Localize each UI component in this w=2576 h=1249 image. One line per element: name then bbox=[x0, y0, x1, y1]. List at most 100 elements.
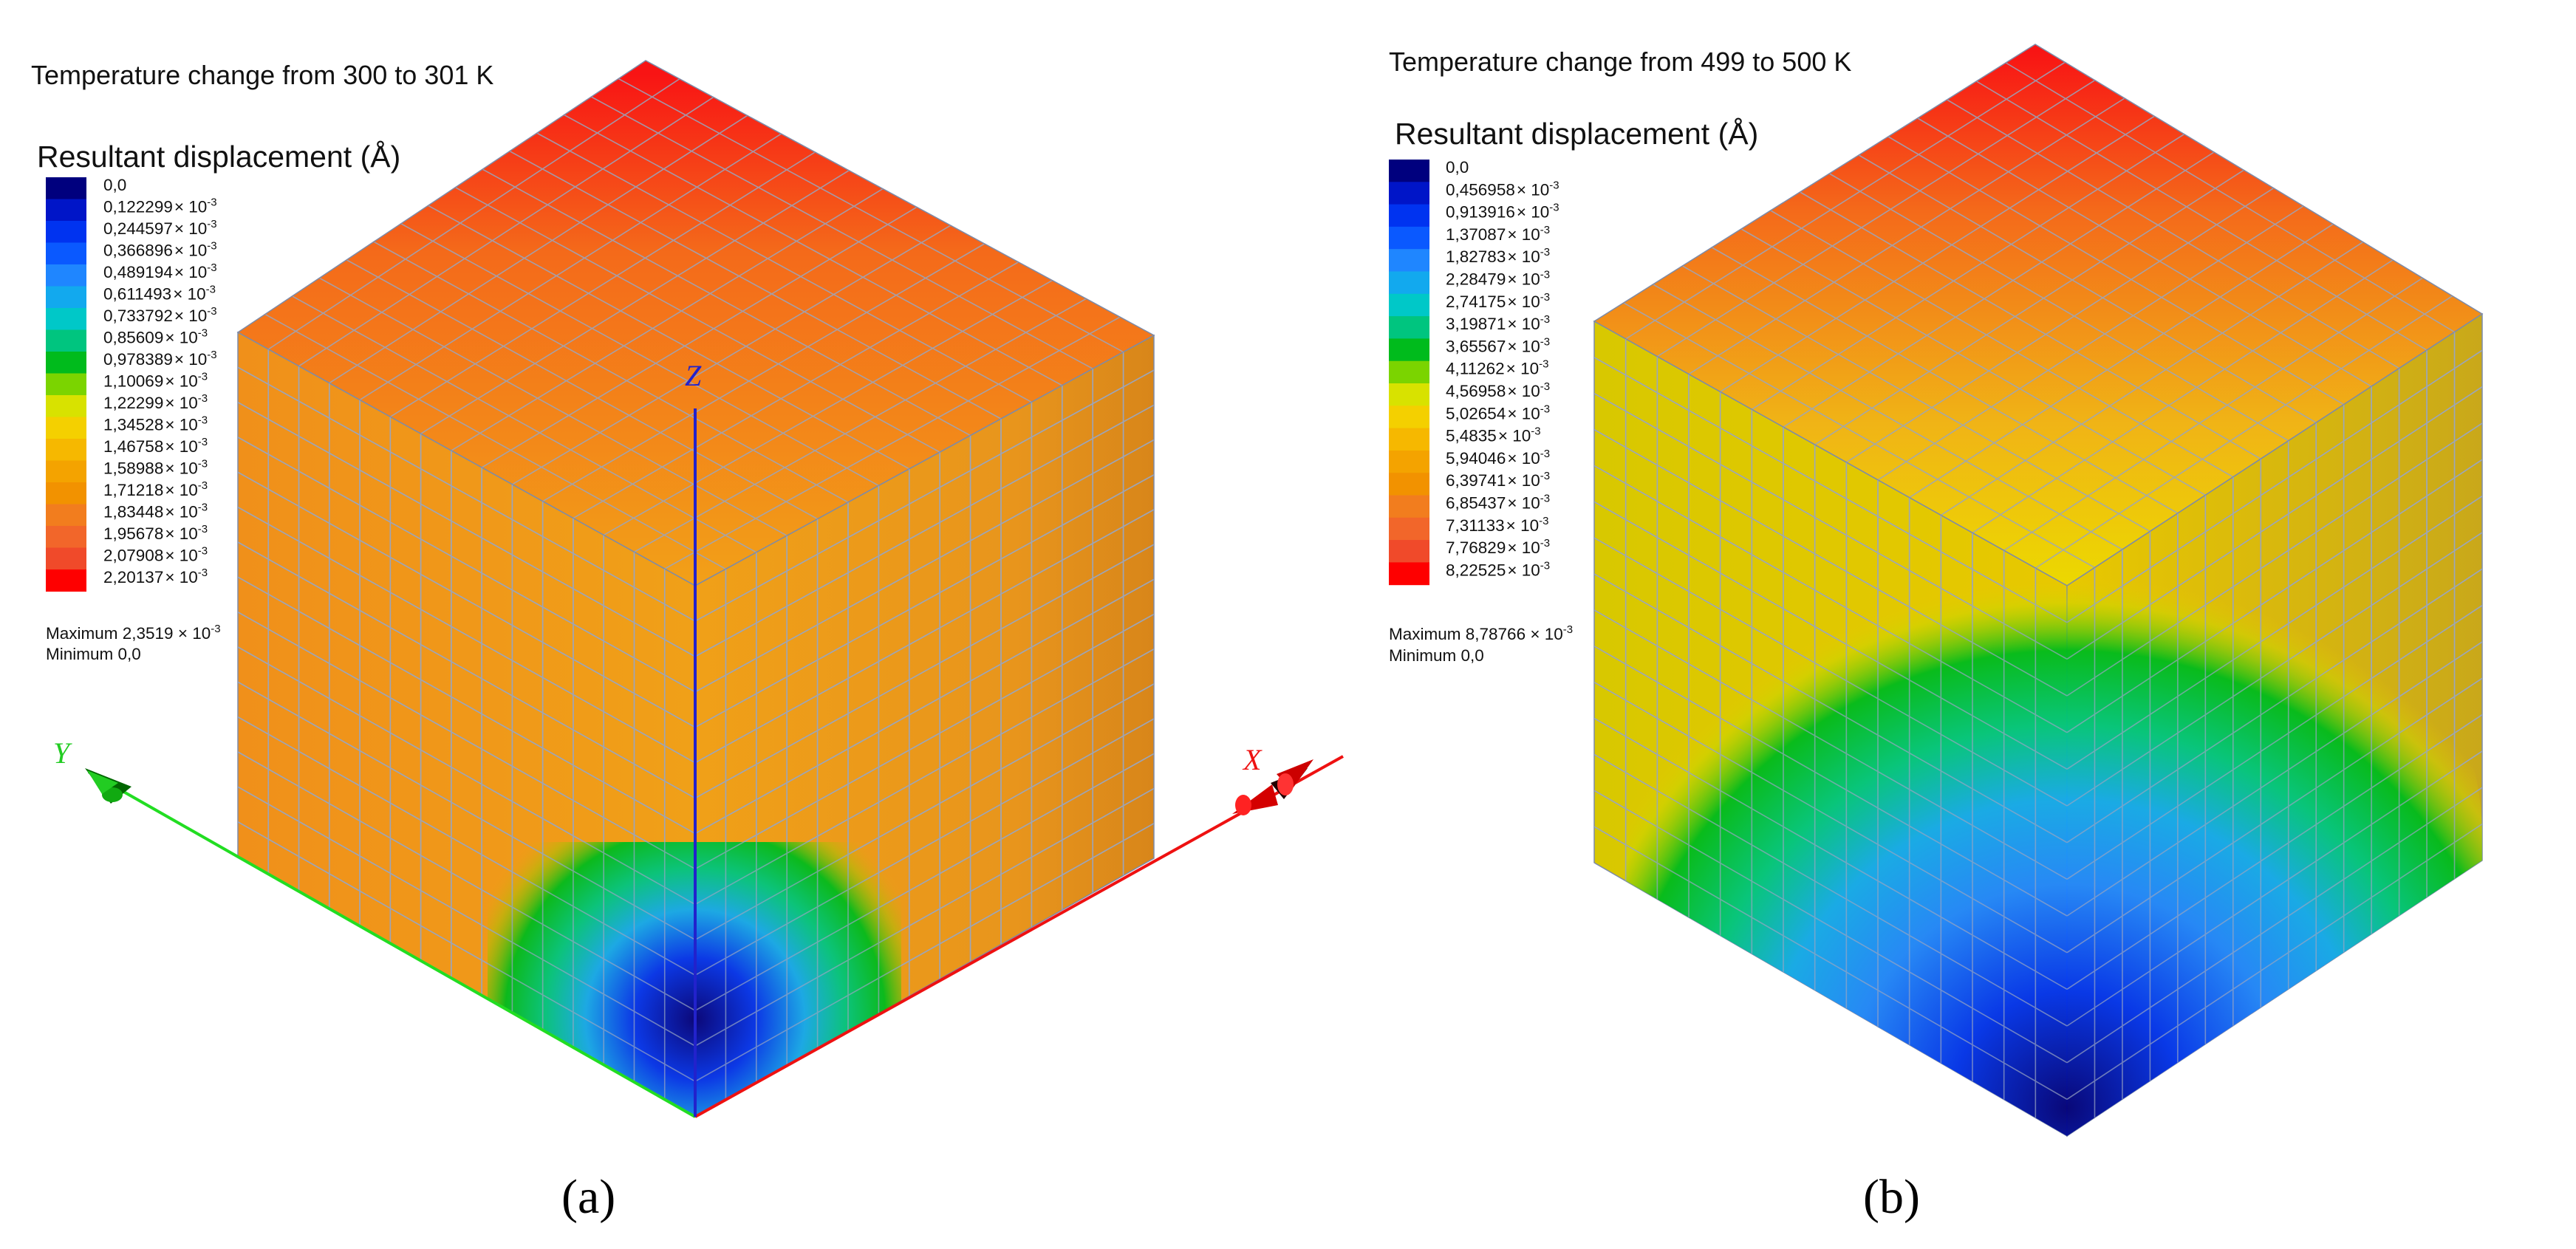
panel-a: 0,0 0,122299× 10-30,244597× 10-30,366896×… bbox=[31, 60, 1344, 1224]
grid-line bbox=[694, 787, 1154, 1047]
legend-label: 8,22525× 10-3 bbox=[1446, 559, 1550, 579]
grid-line bbox=[238, 541, 696, 799]
grid-line bbox=[2066, 349, 2482, 623]
y-axis-arrow-icon bbox=[85, 768, 131, 804]
grid-line bbox=[573, 261, 1019, 519]
grid-line bbox=[1814, 169, 2244, 445]
grid-line bbox=[1783, 151, 2215, 428]
grid-line bbox=[2035, 295, 2453, 569]
blob-grid bbox=[238, 349, 1154, 1100]
panel-b-legend-title: Resultant displacement (Å) bbox=[1395, 117, 1758, 151]
cube-a-top-face bbox=[238, 61, 1154, 586]
axis-triad: X Y Z bbox=[53, 359, 1344, 1118]
grid-line bbox=[238, 437, 696, 693]
x-axis-line bbox=[694, 755, 1344, 1118]
grid-line bbox=[1682, 265, 2150, 533]
grid-line bbox=[1909, 223, 2334, 499]
grid-line bbox=[603, 279, 1053, 536]
legend-swatch bbox=[46, 439, 86, 461]
grid-line bbox=[1828, 173, 2289, 442]
grid-line bbox=[238, 506, 696, 764]
grid-line bbox=[451, 188, 884, 451]
grid-line bbox=[511, 225, 952, 485]
panel-a-maximum: Maximum 2,3519 × 10-3 bbox=[46, 623, 221, 643]
grid-line bbox=[564, 114, 1063, 386]
grid-line bbox=[481, 206, 918, 468]
legend-label: 0,0 bbox=[1446, 158, 1469, 177]
grid-line bbox=[1688, 97, 2125, 375]
grid-line bbox=[1594, 826, 2068, 1101]
grid-line bbox=[1594, 501, 2068, 770]
displacement-blob bbox=[1625, 561, 2482, 1136]
legend-label: 5,94046× 10-3 bbox=[1446, 448, 1550, 468]
grid-line bbox=[1656, 79, 2096, 357]
grid-line bbox=[536, 132, 1032, 403]
legend-swatch bbox=[46, 569, 86, 592]
legend-swatch bbox=[1389, 338, 1429, 362]
panel-b-stats: Maximum 8,78766 × 10-3 Minimum 0,0 bbox=[1389, 623, 1573, 665]
legend-swatch bbox=[1389, 517, 1429, 541]
legend-label: 0,122299× 10-3 bbox=[103, 196, 217, 216]
grid-line bbox=[238, 646, 696, 906]
grid-line bbox=[238, 681, 696, 941]
grid-line bbox=[1623, 302, 2095, 569]
legend-swatch bbox=[46, 264, 86, 287]
grid-line bbox=[2003, 277, 2423, 551]
grid-line bbox=[1594, 646, 2068, 917]
y-axis-label: Y bbox=[53, 736, 72, 770]
legend-label: 0,611493× 10-3 bbox=[103, 284, 216, 304]
grid-line bbox=[1770, 210, 2234, 478]
grid-line bbox=[428, 205, 910, 470]
grid-line bbox=[238, 786, 696, 1047]
grid-line bbox=[694, 369, 1154, 622]
legend-label: 0,85609× 10-3 bbox=[103, 327, 208, 347]
legend-swatch bbox=[1389, 495, 1429, 519]
grid-line bbox=[1940, 241, 2364, 516]
legend-swatch bbox=[46, 242, 86, 265]
z-axis-label: Z bbox=[685, 359, 702, 392]
legend-swatch bbox=[46, 395, 86, 417]
grid-line bbox=[694, 474, 1154, 728]
grid-line bbox=[618, 78, 1124, 353]
legend-swatch bbox=[46, 460, 86, 483]
legend-label: 1,22299× 10-3 bbox=[103, 392, 208, 412]
legend-label: 1,82783× 10-3 bbox=[1446, 246, 1550, 266]
legend-swatch bbox=[1389, 226, 1429, 250]
grid-line bbox=[238, 716, 696, 976]
grid-line bbox=[1800, 191, 2261, 459]
grid-line bbox=[389, 151, 816, 418]
grid-line bbox=[238, 401, 696, 657]
grid-line bbox=[694, 509, 1154, 764]
cube-b-top-face bbox=[1594, 44, 2482, 586]
legend-label: 0,0 bbox=[103, 176, 126, 194]
grid-line bbox=[1947, 99, 2400, 369]
grid-line bbox=[509, 150, 1002, 420]
legend-swatch bbox=[1389, 473, 1429, 496]
legend-label: 6,39741× 10-3 bbox=[1446, 470, 1550, 490]
legend-label: 1,46758× 10-3 bbox=[103, 436, 208, 456]
legend-swatch bbox=[1389, 316, 1429, 339]
legend-swatch bbox=[1389, 160, 1429, 182]
legend-label: 0,913916× 10-3 bbox=[1446, 202, 1559, 222]
grid-line bbox=[1887, 136, 2345, 406]
legend-label: 2,07908× 10-3 bbox=[103, 545, 208, 565]
legend-label: 1,37087× 10-3 bbox=[1446, 224, 1550, 244]
grid-line bbox=[634, 298, 1087, 552]
grid-line bbox=[694, 823, 1154, 1082]
grid-line bbox=[664, 316, 1121, 569]
legend-swatch bbox=[46, 482, 86, 504]
legend-swatch bbox=[1389, 360, 1429, 384]
grid-line bbox=[1917, 117, 2372, 387]
grid-line bbox=[238, 821, 696, 1082]
legend-label: 1,83448× 10-3 bbox=[103, 502, 208, 521]
grid-line bbox=[329, 114, 748, 384]
grid-line bbox=[1594, 753, 2068, 1027]
grid-line bbox=[1845, 187, 2275, 463]
grid-line bbox=[2066, 604, 2482, 880]
legend-label: 1,58988× 10-3 bbox=[103, 458, 208, 478]
legend-label: 3,19871× 10-3 bbox=[1446, 313, 1550, 333]
legend-label: 2,74175× 10-3 bbox=[1446, 291, 1550, 311]
grid-line bbox=[1625, 61, 2066, 340]
grid-line bbox=[267, 78, 680, 350]
grid-line bbox=[1877, 205, 2304, 481]
